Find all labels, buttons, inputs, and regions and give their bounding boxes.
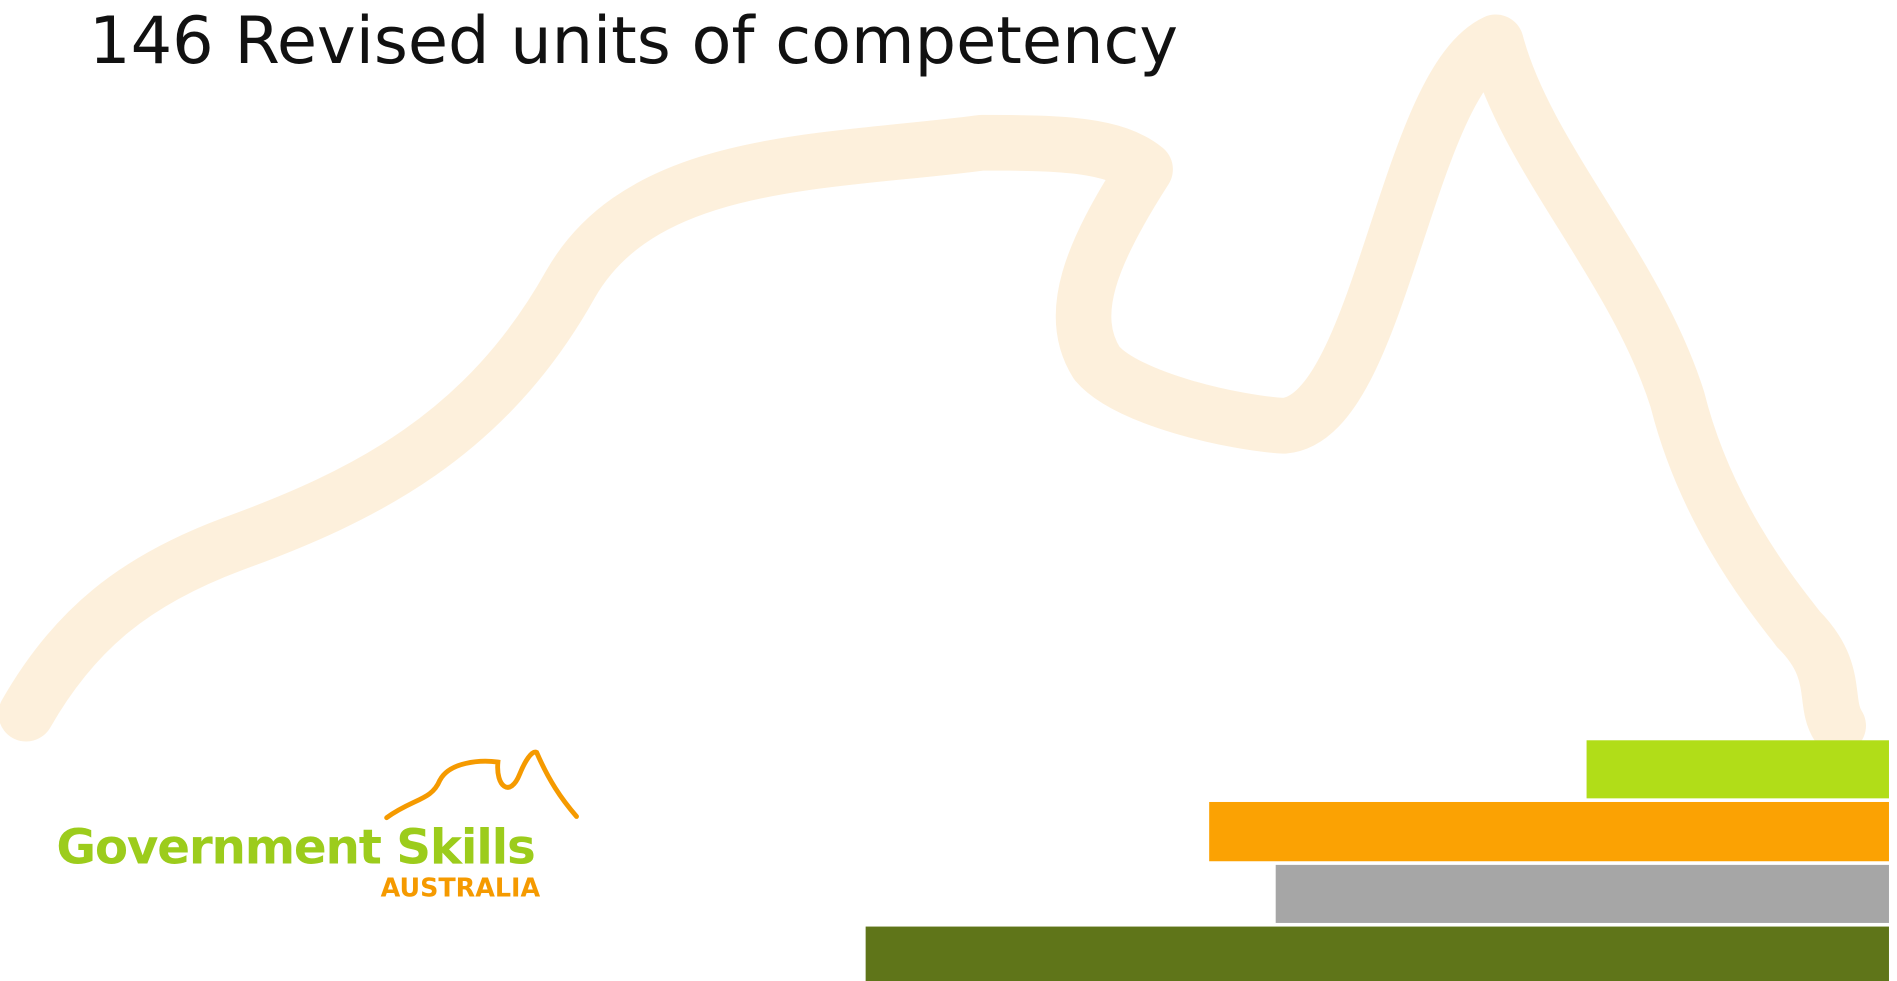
logo-name: Government Skills [56, 820, 534, 876]
lime-bar [1586, 740, 1889, 799]
olive-bar [865, 926, 1889, 981]
slide-title: 146 Revised units of competency [89, 3, 1178, 79]
logo-country: AUSTRALIA [381, 872, 541, 902]
background-swoosh [0, 14, 1866, 754]
gray-bar [1275, 864, 1889, 923]
orange-bar [1209, 801, 1889, 862]
logo-swoosh [384, 749, 579, 821]
